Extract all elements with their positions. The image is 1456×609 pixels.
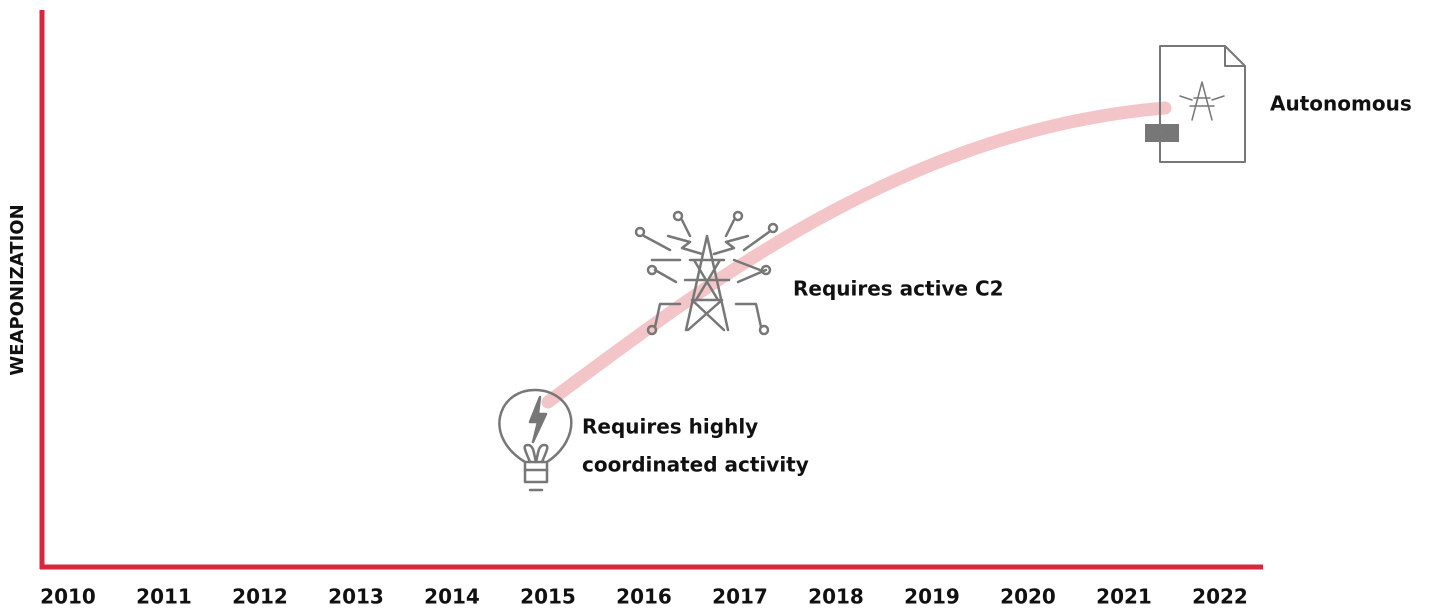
x-tick-label: 2020 <box>1000 585 1056 609</box>
x-tick-label: 2018 <box>808 585 864 609</box>
x-tick-label: 2016 <box>616 585 672 609</box>
milestone-label: Requires highly <box>582 415 758 439</box>
milestone-label: Autonomous <box>1270 92 1412 116</box>
y-axis-label: WEAPONIZATION <box>7 204 28 375</box>
chart: WEAPONIZATION EXE 2010 2011 2012 2013 2014 20… <box>0 0 1456 609</box>
trend-curve <box>548 108 1165 402</box>
x-tick-label: 2013 <box>328 585 384 609</box>
x-tick-label: 2010 <box>40 585 96 609</box>
bulb-icon <box>499 390 571 490</box>
tower-icon <box>636 212 777 334</box>
milestone-label: Requires active C2 <box>793 277 1004 301</box>
x-tick-label: 2017 <box>712 585 768 609</box>
x-tick-label: 2014 <box>424 585 480 609</box>
x-tick-label: 2021 <box>1096 585 1152 609</box>
milestone-label: coordinated activity <box>582 453 809 477</box>
exe-badge: EXE <box>1149 127 1175 141</box>
x-tick-label: 2011 <box>136 585 192 609</box>
x-tick-label: 2022 <box>1192 585 1248 609</box>
x-tick-label: 2015 <box>520 585 576 609</box>
x-tick-label: 2012 <box>232 585 288 609</box>
exe-file-icon: EXE <box>1145 46 1245 162</box>
x-tick-label: 2019 <box>904 585 960 609</box>
